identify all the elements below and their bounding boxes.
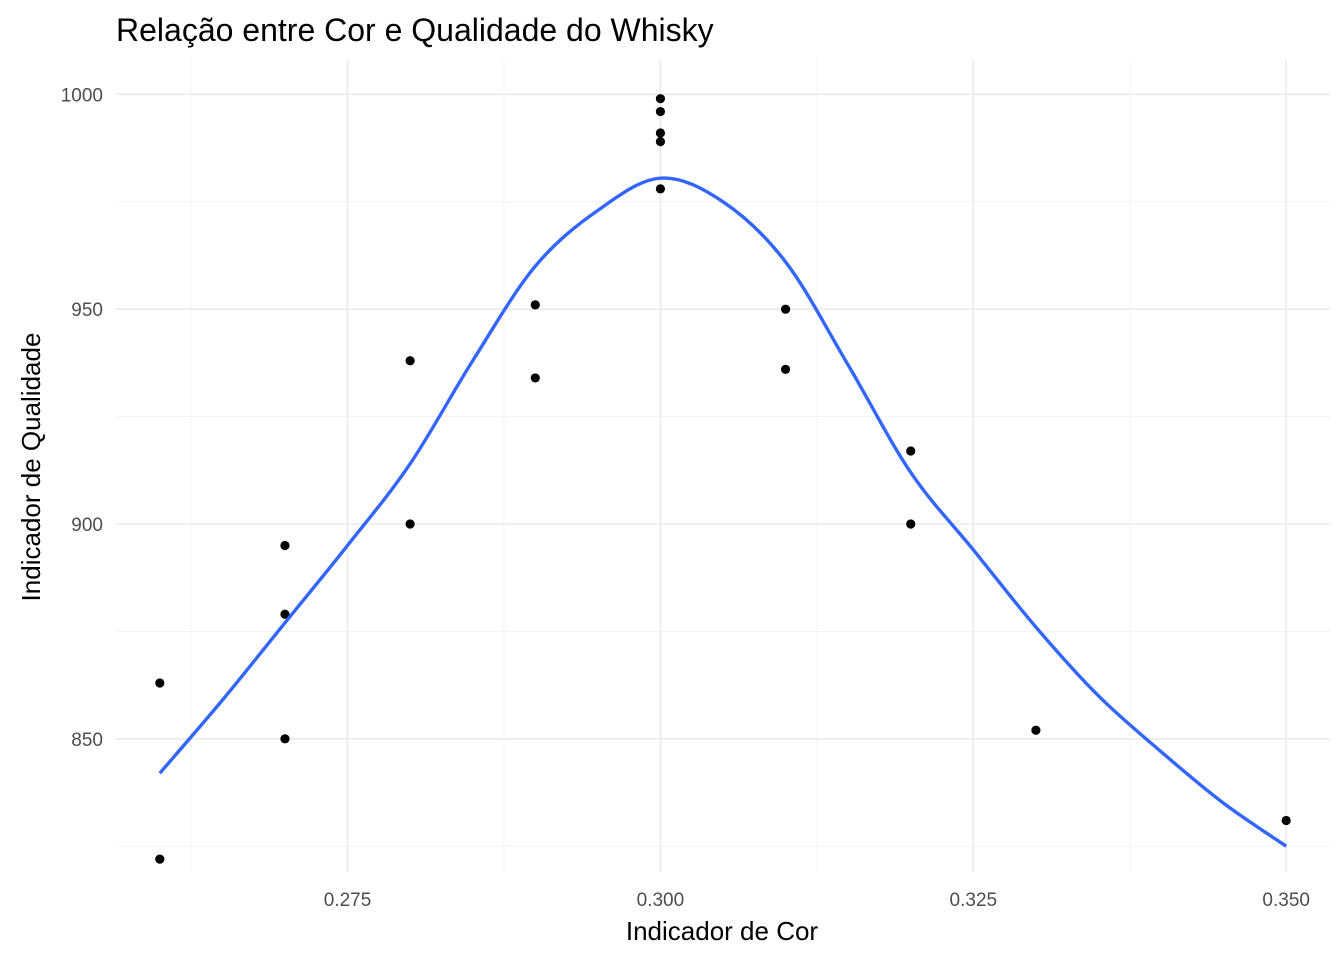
data-point-14 bbox=[780, 304, 791, 314]
data-point-10 bbox=[655, 106, 666, 117]
data-point-4 bbox=[280, 734, 290, 744]
x-tick-label-1: 0.300 bbox=[637, 890, 685, 911]
data-point-1 bbox=[155, 854, 165, 864]
data-point-9 bbox=[655, 94, 666, 104]
data-point-7 bbox=[530, 300, 540, 310]
data-point-8 bbox=[530, 373, 540, 383]
x-tick-label-0: 0.275 bbox=[324, 890, 372, 911]
data-point-3 bbox=[280, 609, 290, 619]
data-point-0 bbox=[155, 678, 165, 688]
data-point-17 bbox=[906, 519, 916, 529]
data-point-11 bbox=[655, 128, 666, 138]
data-point-6 bbox=[405, 519, 415, 529]
y-axis-title: Indicador de Qualidade bbox=[16, 333, 46, 602]
data-point-2 bbox=[280, 540, 290, 551]
y-tick-label-0: 850 bbox=[71, 730, 103, 751]
data-points bbox=[155, 94, 1291, 864]
y-tick-label-2: 950 bbox=[71, 300, 103, 321]
y-tick-label-3: 1000 bbox=[61, 85, 103, 106]
smooth-trend-line bbox=[158, 176, 1288, 848]
x-tick-label-3: 0.350 bbox=[1262, 890, 1310, 911]
x-axis-title: Indicador de Cor bbox=[626, 916, 819, 946]
data-point-18 bbox=[1031, 725, 1041, 735]
data-point-16 bbox=[906, 446, 916, 456]
data-point-19 bbox=[1281, 815, 1291, 826]
minor-gridlines bbox=[116, 60, 1330, 872]
y-tick-labels: 850 900 950 1000 bbox=[61, 85, 103, 750]
x-tick-labels: 0.275 0.300 0.325 0.350 bbox=[324, 890, 1310, 911]
data-point-5 bbox=[405, 356, 415, 366]
data-point-12 bbox=[655, 137, 666, 147]
y-tick-label-1: 900 bbox=[71, 515, 103, 536]
x-tick-label-2: 0.325 bbox=[950, 890, 998, 911]
chart-title: Relação entre Cor e Qualidade do Whisky bbox=[116, 12, 714, 48]
data-point-15 bbox=[780, 364, 791, 374]
major-gridlines bbox=[116, 60, 1330, 872]
data-point-13 bbox=[655, 184, 666, 194]
